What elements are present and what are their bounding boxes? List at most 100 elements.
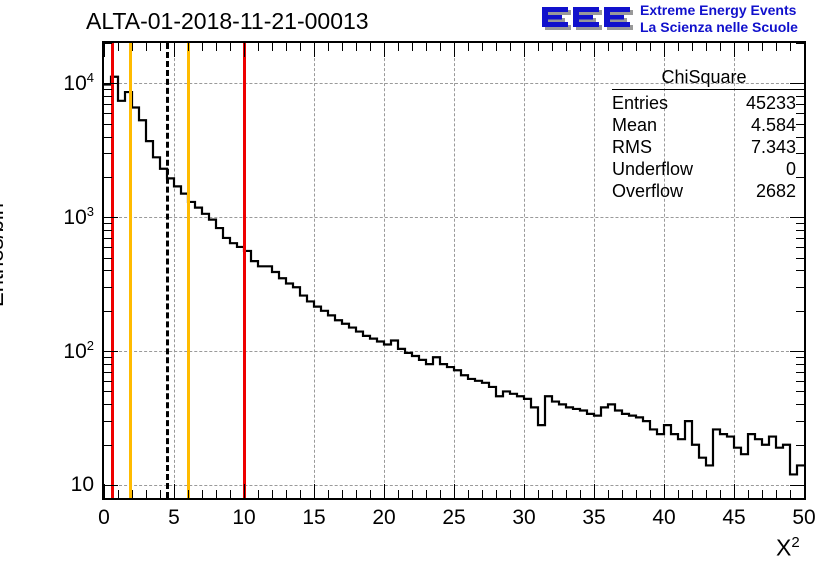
axis-tick: [300, 43, 301, 51]
axis-tick: [384, 484, 385, 498]
x-axis-title-base: X: [776, 534, 792, 561]
axis-tick: [160, 43, 161, 51]
axis-tick: [524, 484, 525, 498]
axis-tick: [370, 490, 371, 498]
axis-tick: [132, 43, 133, 51]
x-tick-label: 20: [372, 506, 396, 529]
axis-tick: [104, 238, 112, 239]
axis-tick: [342, 43, 343, 51]
gridline-vertical: [734, 43, 735, 498]
axis-tick: [796, 357, 804, 358]
axis-tick: [796, 311, 804, 312]
eee-logo-line2: La Scienza nelle Scuole: [640, 19, 798, 35]
stats-row-label: Underflow: [612, 159, 694, 179]
axis-tick: [272, 490, 273, 498]
axis-tick: [426, 490, 427, 498]
gridline-horizontal: [104, 217, 804, 219]
x-tick-label: 0: [98, 506, 110, 529]
stats-box: ChiSquare Entries 45233 Mean 4.584 RMS 7.343 U…: [610, 66, 798, 202]
eee-logo-mark: [542, 7, 633, 30]
stats-title: ChiSquare: [661, 67, 747, 87]
eee-logo-text: Extreme Energy Events La Scienza nelle S…: [640, 2, 798, 36]
axis-tick: [804, 43, 805, 57]
y-tick-label: 102: [63, 338, 94, 364]
axis-tick: [762, 43, 763, 51]
axis-tick: [230, 43, 231, 51]
axis-tick: [398, 490, 399, 498]
axis-tick: [104, 177, 112, 178]
eee-logo-line1: Extreme Energy Events: [640, 2, 797, 18]
axis-tick: [706, 43, 707, 51]
x-tick-label: 25: [442, 506, 466, 529]
axis-tick: [104, 43, 112, 44]
axis-tick: [796, 287, 804, 288]
gridline-vertical: [524, 43, 525, 498]
axis-tick: [790, 485, 804, 486]
axis-tick: [272, 43, 273, 51]
axis-tick: [104, 230, 112, 231]
axis-tick: [104, 89, 112, 90]
axis-tick: [796, 137, 804, 138]
axis-tick: [796, 270, 804, 271]
axis-tick: [104, 311, 112, 312]
axis-tick: [104, 104, 112, 105]
axis-tick: [104, 258, 112, 259]
stats-rows: Entries 45233 Mean 4.584 RMS 7.343 Underflow 0 O…: [610, 92, 798, 202]
axis-tick: [314, 484, 315, 498]
axis-tick: [104, 153, 112, 154]
axis-tick: [104, 43, 105, 57]
orange-line-high: [186, 43, 190, 498]
x-tick-label: 45: [722, 506, 746, 529]
axis-tick: [202, 43, 203, 51]
stats-row-value: 0: [785, 159, 796, 179]
axis-tick: [104, 351, 118, 352]
axis-tick: [552, 43, 553, 51]
axis-tick: [160, 490, 161, 498]
y-axis-title: Entries/bin: [0, 203, 8, 307]
axis-tick: [796, 372, 804, 373]
axis-tick: [692, 490, 693, 498]
axis-tick: [524, 43, 525, 57]
stats-row-value: 7.343: [750, 137, 796, 157]
axis-tick: [104, 485, 118, 486]
y-tick-label: 104: [63, 70, 94, 96]
stats-row-label: Entries: [612, 93, 669, 113]
axis-tick: [174, 484, 175, 498]
axis-tick: [720, 490, 721, 498]
axis-tick: [790, 83, 804, 84]
axis-tick: [776, 43, 777, 51]
axis-tick: [796, 223, 804, 224]
axis-tick: [104, 83, 118, 84]
axis-tick: [286, 490, 287, 498]
axis-tick: [796, 104, 804, 105]
axis-tick: [356, 43, 357, 51]
axis-tick: [454, 484, 455, 498]
axis-tick: [796, 364, 804, 365]
axis-tick: [104, 381, 112, 382]
x-axis-title: X2: [776, 534, 800, 562]
stats-row-label: Mean: [612, 115, 658, 135]
x-tick-label: 15: [302, 506, 326, 529]
axis-tick: [776, 490, 777, 498]
gridline-horizontal: [104, 351, 804, 353]
axis-tick: [482, 490, 483, 498]
axis-tick: [594, 43, 595, 57]
axis-tick: [104, 137, 112, 138]
axis-tick: [356, 490, 357, 498]
axis-tick: [762, 490, 763, 498]
axis-tick: [636, 490, 637, 498]
axis-tick: [230, 490, 231, 498]
axis-tick: [510, 490, 511, 498]
axis-tick: [468, 490, 469, 498]
plot-frame: [102, 41, 806, 500]
gridline-vertical: [594, 43, 595, 498]
axis-tick: [664, 43, 665, 57]
axis-tick: [426, 43, 427, 51]
x-tick-label: 40: [652, 506, 676, 529]
axis-tick: [796, 238, 804, 239]
axis-tick: [664, 484, 665, 498]
axis-tick: [692, 43, 693, 51]
axis-tick: [790, 217, 804, 218]
axis-tick: [104, 223, 112, 224]
